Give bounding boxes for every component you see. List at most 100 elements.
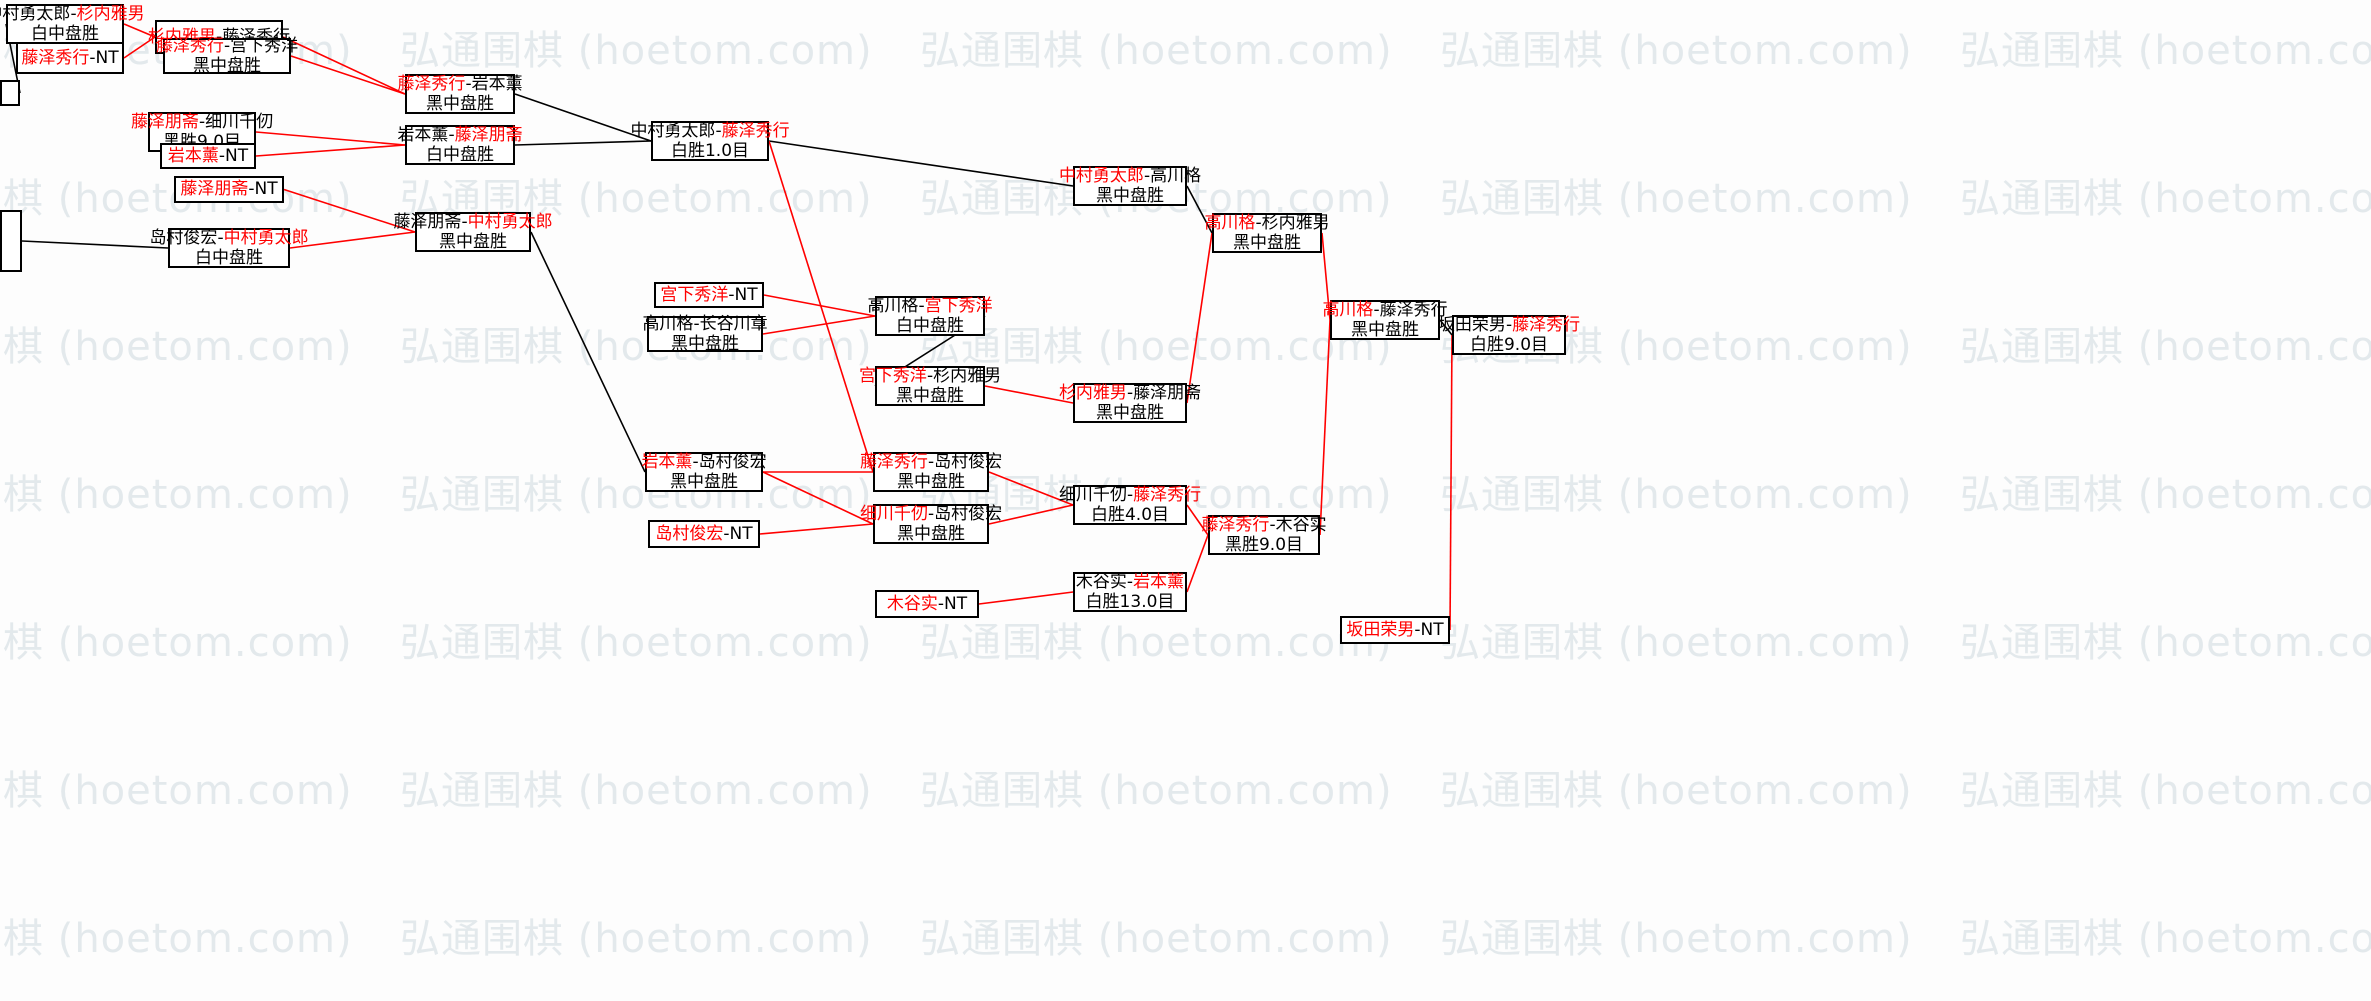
player-two: 细川千仞 <box>205 111 274 132</box>
match-players: 木谷实-NT <box>887 594 967 614</box>
match-box[interactable]: 坂田荣男-藤泽秀行 白胜9.0目 <box>1438 314 1580 355</box>
vs-separator: - <box>715 120 722 141</box>
vs-separator: - <box>723 523 730 544</box>
match-box[interactable]: 高川格-杉内雅男 黑中盘胜 <box>1204 213 1330 253</box>
player-one: 高川格 <box>642 313 694 334</box>
player-two: 岛村俊宏 <box>934 451 1003 472</box>
match-result: 白胜1.0目 <box>670 141 750 161</box>
player-one: 藤泽秀行 <box>1201 514 1270 535</box>
match-players: 藤泽秀行-宫下秀洋 <box>156 36 298 56</box>
match-box-empty[interactable] <box>0 80 20 106</box>
match-result: 白中盘胜 <box>31 24 99 44</box>
match-result: 黑中盘胜 <box>439 232 507 252</box>
player-one: 岛村俊宏 <box>149 227 218 248</box>
vs-separator: - <box>728 284 735 305</box>
player-one: 高川格 <box>1204 212 1256 233</box>
player-two: 岩本薰 <box>1133 571 1185 592</box>
player-one: 中村勇太郎 <box>1058 165 1144 186</box>
vs-separator: - <box>198 111 206 132</box>
match-box-empty[interactable] <box>0 210 22 272</box>
match-players: 岛村俊宏-NT <box>655 524 752 544</box>
match-result: 白中盘胜 <box>896 316 964 336</box>
match-box[interactable]: 藤泽朋斋-中村勇太郎 黑中盘胜 <box>393 212 553 252</box>
player-one: 木谷实 <box>886 593 938 614</box>
player-two: NT <box>1420 619 1444 640</box>
player-two: 岛村俊宏 <box>934 503 1003 524</box>
match-result: 黑中盘胜 <box>671 334 739 354</box>
match-players: 宫下秀洋-NT <box>660 285 757 305</box>
player-two: 杉内雅男 <box>1261 212 1330 233</box>
match-result: 白中盘胜 <box>195 248 263 268</box>
player-one: 藤泽秀行 <box>21 47 90 68</box>
player-two: 藤泽朋斋 <box>1133 382 1202 403</box>
vs-separator: - <box>89 47 96 68</box>
match-box[interactable]: 藤泽秀行-岩本薰 黑中盘胜 <box>397 74 523 114</box>
match-box[interactable]: 坂田荣男-NT <box>1340 616 1450 644</box>
match-box[interactable]: 岩本薰-岛村俊宏 黑中盘胜 <box>641 452 767 492</box>
match-players: 藤泽秀行-木谷实 <box>1201 515 1326 535</box>
player-one: 藤泽朋斋 <box>180 179 249 200</box>
match-box[interactable]: 藤泽朋斋-NT <box>174 176 284 203</box>
match-box[interactable]: 宫下秀洋-杉内雅男 黑中盘胜 <box>859 366 1001 406</box>
match-box[interactable]: 细川千仞-岛村俊宏 黑中盘胜 <box>860 504 1002 544</box>
player-two: 藤泽秀行 <box>721 120 790 141</box>
vs-separator: - <box>1505 314 1513 335</box>
player-one: 高川格 <box>1322 299 1374 320</box>
match-players: 宫下秀洋-杉内雅男 <box>859 366 1001 386</box>
match-box[interactable]: 岛村俊宏-中村勇太郎 白中盘胜 <box>149 228 309 268</box>
match-box[interactable]: 藤泽秀行-木谷实 黑胜9.0目 <box>1201 515 1327 555</box>
vs-separator: - <box>218 145 226 166</box>
player-two: 高川格 <box>1150 165 1202 186</box>
match-box[interactable]: 高川格-藤泽秀行 黑中盘胜 <box>1322 299 1448 340</box>
match-result: 白胜4.0目 <box>1090 505 1170 525</box>
vs-separator: - <box>937 593 945 614</box>
player-one: 藤泽秀行 <box>859 451 928 472</box>
vs-separator: - <box>918 295 925 316</box>
match-box[interactable]: 藤泽秀行-NT <box>16 42 124 74</box>
match-box[interactable]: 中村勇太郎-高川格 黑中盘胜 <box>1059 165 1201 206</box>
match-result: 黑中盘胜 <box>897 524 965 544</box>
match-box[interactable]: 木谷实-NT <box>875 590 979 618</box>
match-result: 黑中盘胜 <box>670 472 738 492</box>
match-box[interactable]: 木谷实-岩本薰 白胜13.0目 <box>1073 572 1187 612</box>
match-box[interactable]: 岩本薰-藤泽朋斋 白中盘胜 <box>397 125 523 165</box>
vs-separator: - <box>1373 299 1380 320</box>
vs-separator: - <box>461 211 468 232</box>
vs-separator: - <box>693 313 700 334</box>
match-players: 细川千仞-藤泽秀行 <box>1059 485 1201 505</box>
match-box[interactable]: 宫下秀洋-NT <box>654 282 764 308</box>
player-two: 岩本薰 <box>471 73 523 94</box>
vs-separator: - <box>215 26 223 47</box>
player-one: 宫下秀洋 <box>660 284 729 305</box>
player-two: NT <box>734 284 758 305</box>
match-box[interactable]: 岩本薰-NT <box>160 143 256 169</box>
match-players: 藤泽朋斋-细川千仞 <box>131 112 273 132</box>
match-result: 黑中盘胜 <box>1351 320 1419 340</box>
match-players: 杉内雅男-藤泽朋斋 <box>1059 383 1201 403</box>
match-box[interactable]: 藤泽秀行-岛村俊宏 黑中盘胜 <box>860 452 1002 492</box>
match-box[interactable]: 杉内雅男-藤泽朋斋 黑中盘胜 <box>1059 383 1201 423</box>
match-box[interactable]: 高川格-宫下秀洋 白中盘胜 <box>867 295 993 336</box>
player-one: 杉内雅男 <box>1058 382 1127 403</box>
player-two: 杉内雅男 <box>933 365 1002 386</box>
player-one: 高川格 <box>867 295 919 316</box>
match-box[interactable]: 藤泽秀行-宫下秀洋 黑中盘胜 <box>156 36 298 76</box>
player-two: 宫下秀洋 <box>230 35 299 56</box>
vs-separator: - <box>1143 165 1151 186</box>
player-one: 细川千仞 <box>859 503 928 524</box>
vs-separator: - <box>1126 382 1134 403</box>
vs-separator: - <box>223 35 231 56</box>
match-box[interactable]: 高川格-长谷川章 黑中盘胜 <box>642 313 767 354</box>
vs-separator: - <box>70 3 77 24</box>
match-players: 中村勇太郎-杉内雅男 <box>0 4 145 24</box>
player-one: 岩本薰 <box>397 124 449 145</box>
match-box[interactable]: 岛村俊宏-NT <box>648 520 760 548</box>
match-result: 黑中盘胜 <box>896 386 964 406</box>
match-box[interactable]: 细川千仞-藤泽秀行 白胜4.0目 <box>1059 485 1201 525</box>
match-players: 藤泽秀行-岩本薰 <box>397 74 522 94</box>
match-box[interactable]: 中村勇太郎-藤泽秀行 白胜1.0目 <box>630 120 790 161</box>
player-one: 藤泽朋斋 <box>393 211 462 232</box>
match-players: 岩本薰-藤泽朋斋 <box>397 125 522 145</box>
match-players: 藤泽朋斋-中村勇太郎 <box>393 212 552 232</box>
